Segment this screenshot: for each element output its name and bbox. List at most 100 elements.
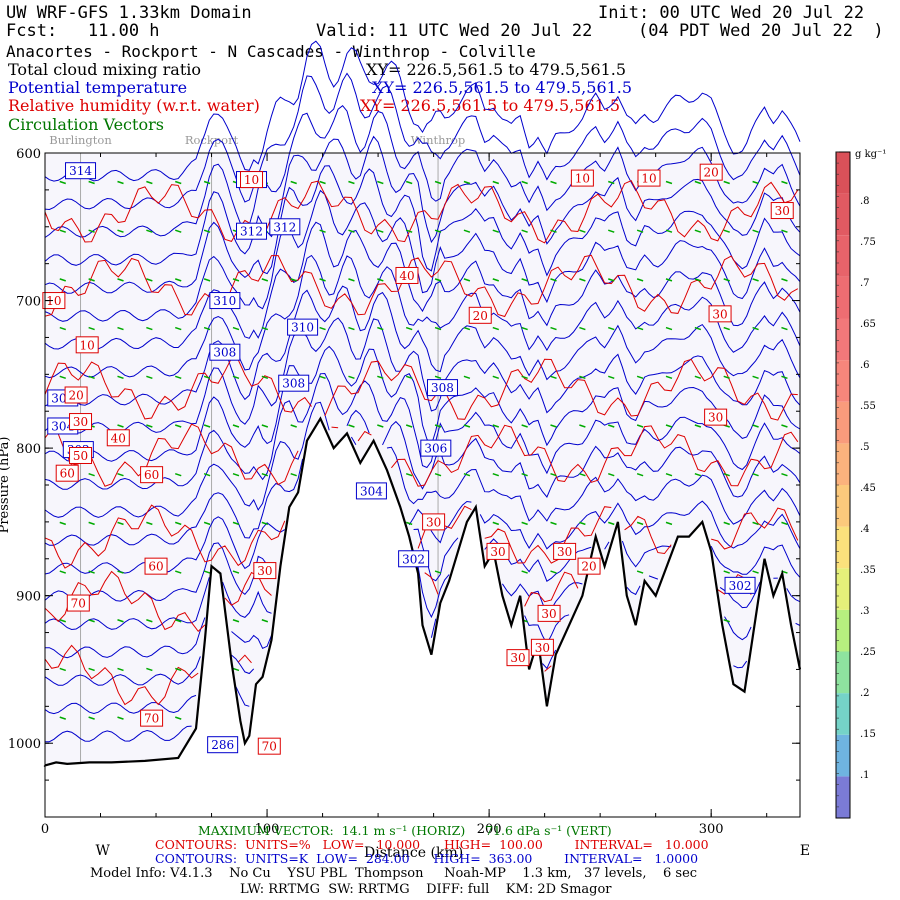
rh-label-box [64,386,88,404]
x-tick-label: 100 [255,822,280,837]
field-rh-xy: XY= 226.5,561.5 to 479.5,561.5 [360,96,621,115]
rh-label-box [55,464,79,482]
circulation-vector [579,375,586,379]
circulation-vector [492,521,500,526]
circulation-vector [492,375,500,379]
valid-local-time: (04 PDT Wed 20 Jul 22 ) [638,21,884,41]
field-vectors-name: Circulation Vectors [8,115,164,134]
circulation-vector [636,229,644,233]
circulation-vector [781,278,788,282]
circulation-vector [463,326,471,331]
rh-label-box [770,202,794,220]
rh-contour-info: CONTOURS: UNITS=% LOW= 10.000 HIGH= 100.… [155,837,709,852]
colorbar-segment [836,276,850,319]
theta-label-box [426,379,458,397]
circulation-vector [723,472,730,477]
circulation-vector [377,424,384,428]
circulation-vector [261,278,269,282]
rh-label: 10 [575,172,590,186]
rh-label: 30 [712,307,727,321]
circulation-vector [348,424,355,428]
colorbar-level: .2 [860,688,870,699]
circulation-vector [608,278,615,282]
circulation-vector [723,180,730,185]
model-title: UW WRF-GFS 1.33km Domain [6,3,252,23]
circulation-vector [752,375,759,379]
circulation-vector [59,326,67,331]
circulation-vector [203,229,211,233]
circulation-vector [203,180,211,185]
circulation-vector [146,424,153,428]
circulation-vector [146,521,153,526]
circulation-vector [290,278,297,282]
circulation-vector [694,326,702,331]
circulation-vector [550,229,557,233]
circulation-vector [550,521,557,526]
rh-label-box [570,169,594,187]
rh-label: 60 [60,467,75,481]
route-label: Anacortes - Rockport - N Cascades - Wint… [6,42,536,61]
theta-contour-line [44,436,801,546]
rh-label-box [537,604,561,622]
forecast-hour: Fcst: 11.00 h [6,21,160,41]
circulation-vector [405,229,413,233]
rh-label-box [253,562,277,580]
circulation-vector [723,521,730,526]
circulation-vector [88,716,95,720]
circulation-vector [434,229,442,233]
y-tick-label: 800 [16,442,41,457]
circulation-vector [174,570,182,574]
theta-contour-line [44,254,801,379]
theta-label-box [398,550,430,568]
theta-contour-line [44,40,801,182]
circulation-vector [232,326,240,331]
circulation-vector [550,472,557,477]
circulation-vector [723,326,730,331]
circulation-vector [377,375,384,379]
circulation-vector [579,326,586,331]
circulation-vector [665,278,673,282]
rh-label-box [106,429,130,447]
circulation-vector [579,424,586,428]
rh-label-box [257,737,281,755]
circulation-vector [752,570,759,574]
valid-time: Valid: 11 UTC Wed 20 Jul 22 [316,21,593,41]
circulation-vector [88,521,95,526]
colorbar-segment [836,360,850,402]
theta-label: 312 [273,220,296,234]
circulation-vector [694,278,702,282]
field-theta-xy: XY= 226.5,561.5 to 479.5,561.5 [372,78,633,97]
terrain-fill [45,418,800,817]
circulation-vector [174,619,182,623]
theta-label: 310 [213,294,236,308]
theta-contour-line [44,566,801,631]
circulation-vector [723,278,730,282]
circulation-vector [405,375,413,379]
theta-label: 312 [240,225,263,239]
circulation-vector [636,375,644,379]
circulation-vector [550,180,557,185]
colorbar-level: .75 [860,237,876,248]
circulation-vector [232,570,240,574]
theta-contour-info: CONTOURS: UNITS=K LOW= 284.00 HIGH= 363.… [155,851,699,866]
theta-contour-line [44,135,801,266]
rh-label-box [66,594,90,612]
circulation-vector [723,229,730,233]
circulation-vector [463,278,471,282]
rh-label: 10 [46,294,61,308]
circulation-vector [781,180,788,185]
circulation-vector [492,326,500,331]
theta-label-box [420,439,452,457]
circulation-vector [88,180,95,185]
circulation-vector [174,667,182,672]
rh-label: 30 [541,607,556,621]
circulation-vector [117,667,124,672]
circulation-vector [492,424,500,428]
circulation-vector [636,570,644,574]
rh-label: 70 [262,740,277,754]
circulation-vector [261,472,269,477]
circulation-vector [117,472,124,477]
circulation-vector [319,278,326,282]
circulation-vector [781,326,788,331]
init-time: Init: 00 UTC Wed 20 Jul 22 [598,3,865,23]
